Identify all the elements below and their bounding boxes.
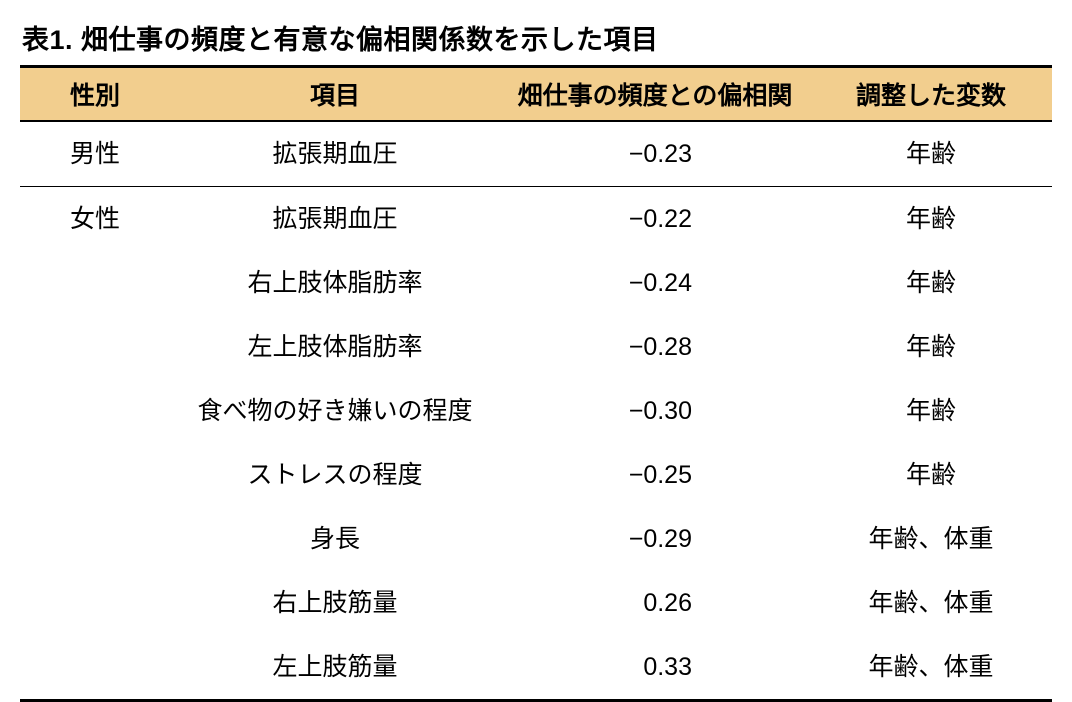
table-row: 女性拡張期血圧−0.22年齢 [20,187,1052,252]
cell-sex [20,635,170,701]
cell-adjusted: 年齢、体重 [810,635,1052,701]
cell-sex [20,443,170,507]
cell-sex: 男性 [20,121,170,187]
col-header-sex: 性別 [20,67,170,122]
table-row: 左上肢体脂肪率−0.28年齢 [20,315,1052,379]
cell-sex [20,315,170,379]
cell-correlation: −0.25 [500,443,810,507]
table-header-row: 性別 項目 畑仕事の頻度との偏相関 調整した変数 [20,67,1052,122]
cell-sex [20,507,170,571]
cell-adjusted: 年齢、体重 [810,571,1052,635]
table-row: 右上肢体脂肪率−0.24年齢 [20,251,1052,315]
cell-correlation: −0.29 [500,507,810,571]
cell-item: 拡張期血圧 [170,187,500,252]
table-title: 表1. 畑仕事の頻度と有意な偏相関係数を示した項目 [22,18,1052,57]
cell-sex: 女性 [20,187,170,252]
table-row: 男性拡張期血圧−0.23年齢 [20,121,1052,187]
cell-adjusted: 年齢 [810,379,1052,443]
cell-correlation: −0.24 [500,251,810,315]
cell-item: 左上肢体脂肪率 [170,315,500,379]
cell-adjusted: 年齢 [810,121,1052,187]
cell-adjusted: 年齢 [810,315,1052,379]
cell-sex [20,251,170,315]
cell-correlation: −0.28 [500,315,810,379]
table-row: ストレスの程度−0.25年齢 [20,443,1052,507]
cell-item: 食べ物の好き嫌いの程度 [170,379,500,443]
correlation-table: 性別 項目 畑仕事の頻度との偏相関 調整した変数 男性拡張期血圧−0.23年齢女… [20,65,1052,702]
cell-correlation: −0.22 [500,187,810,252]
cell-item: 左上肢筋量 [170,635,500,701]
table-row: 右上肢筋量0.26年齢、体重 [20,571,1052,635]
table-row: 食べ物の好き嫌いの程度−0.30年齢 [20,379,1052,443]
cell-item: ストレスの程度 [170,443,500,507]
cell-correlation: −0.23 [500,121,810,187]
cell-correlation: 0.26 [500,571,810,635]
cell-adjusted: 年齢 [810,443,1052,507]
cell-sex [20,379,170,443]
col-header-corr: 畑仕事の頻度との偏相関 [500,67,810,122]
cell-item: 身長 [170,507,500,571]
cell-correlation: 0.33 [500,635,810,701]
col-header-adj: 調整した変数 [810,67,1052,122]
table-body: 男性拡張期血圧−0.23年齢女性拡張期血圧−0.22年齢右上肢体脂肪率−0.24… [20,121,1052,701]
cell-adjusted: 年齢、体重 [810,507,1052,571]
cell-item: 拡張期血圧 [170,121,500,187]
col-header-item: 項目 [170,67,500,122]
cell-sex [20,571,170,635]
cell-adjusted: 年齢 [810,187,1052,252]
cell-correlation: −0.30 [500,379,810,443]
table-row: 身長−0.29年齢、体重 [20,507,1052,571]
cell-item: 右上肢体脂肪率 [170,251,500,315]
table-row: 左上肢筋量0.33年齢、体重 [20,635,1052,701]
cell-item: 右上肢筋量 [170,571,500,635]
cell-adjusted: 年齢 [810,251,1052,315]
